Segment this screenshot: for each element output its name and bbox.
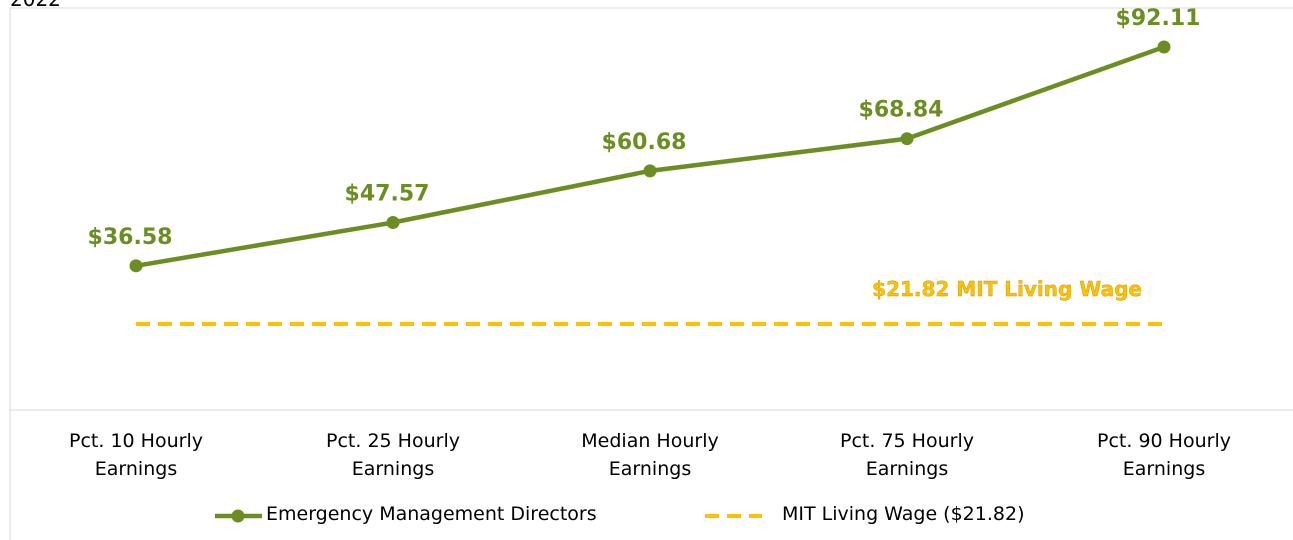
x-tick-label: Pct. 75 Hourly Earnings xyxy=(840,430,974,480)
series-line xyxy=(135,44,1165,269)
x-tick-label: Median Hourly Earnings xyxy=(581,430,719,480)
data-point xyxy=(643,164,657,178)
data-label: $60.68 xyxy=(602,130,687,155)
legend-label: Emergency Management Directors xyxy=(266,503,597,525)
data-label: $47.57 xyxy=(345,182,430,207)
data-point xyxy=(129,259,143,273)
plot-border xyxy=(9,7,1293,540)
chart-title: 2022 xyxy=(10,0,61,11)
data-point xyxy=(1157,40,1171,54)
data-point xyxy=(386,216,400,230)
legend-label: MIT Living Wage ($21.82) xyxy=(782,503,1025,525)
x-tick-label: Pct. 90 Hourly Earnings xyxy=(1097,430,1231,480)
data-label: $36.58 xyxy=(88,225,173,250)
annotation: $21.82 MIT Living Wage xyxy=(872,277,1142,301)
x-tick-label: Pct. 25 Hourly Earnings xyxy=(326,430,460,480)
data-label: $68.84 xyxy=(859,98,944,123)
x-tick-label: Pct. 10 Hourly Earnings xyxy=(69,430,203,480)
data-point xyxy=(900,132,914,146)
legend-swatch xyxy=(231,509,245,523)
data-label: $92.11 xyxy=(1116,6,1201,31)
